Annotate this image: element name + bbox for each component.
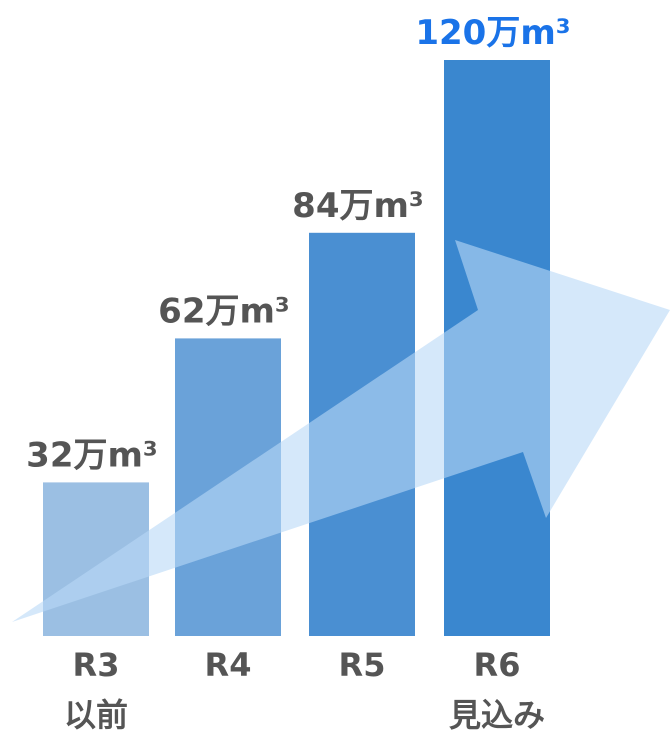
x-tick-label: R4 — [204, 646, 252, 684]
x-tick-label: R5 — [338, 646, 386, 684]
value-label: 62万m³ — [158, 291, 290, 331]
value-label: 32万m³ — [26, 435, 158, 475]
value-label: 84万m³ — [292, 186, 424, 226]
x-tick-label: R6 見込み — [448, 646, 545, 734]
x-tick-label: R3 以前 — [63, 646, 128, 734]
trend-arrow — [12, 240, 670, 622]
value-label: 120万m³ — [415, 13, 570, 53]
